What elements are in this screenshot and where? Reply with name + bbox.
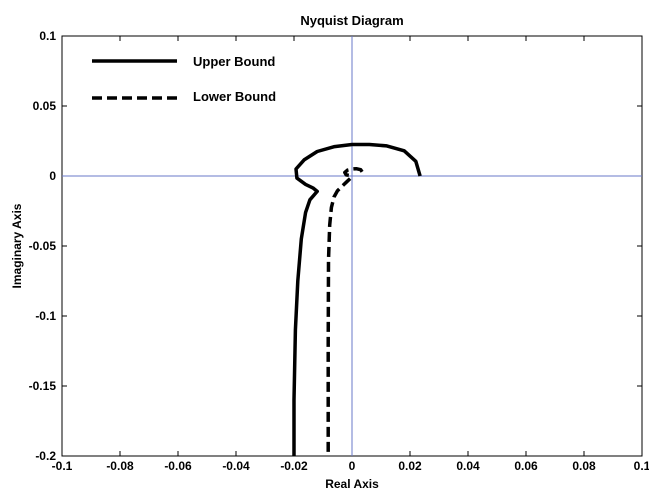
- y-tick-label: 0.05: [33, 99, 57, 113]
- lower-bound-curve: [326, 166, 364, 456]
- legend: Upper Bound Lower Bound: [92, 54, 276, 104]
- x-tick-label: -0.02: [280, 459, 308, 473]
- y-tick-label: 0: [49, 169, 56, 183]
- x-tick-label: -0.08: [106, 459, 134, 473]
- y-tick-label: -0.1: [35, 309, 56, 323]
- x-tick-label: 0.06: [514, 459, 538, 473]
- y-tick-labels: 0.1 0.05 0 -0.05 -0.1 -0.15 -0.2: [29, 29, 57, 463]
- y-tick-label: -0.2: [35, 449, 56, 463]
- x-axis-label: Real Axis: [325, 477, 379, 491]
- x-tick-label: -0.1: [52, 459, 73, 473]
- legend-label-lower-bound: Lower Bound: [193, 89, 276, 104]
- x-tick-label: 0: [349, 459, 356, 473]
- x-tick-labels: -0.1 -0.08 -0.06 -0.04 -0.02 0 0.02 0.04 0.06 0.0…: [52, 459, 649, 473]
- x-tick-label: 0.04: [456, 459, 480, 473]
- series-layer: [292, 142, 422, 456]
- y-tick-label: 0.1: [39, 29, 56, 43]
- legend-label-upper-bound: Upper Bound: [193, 54, 275, 69]
- x-tick-label: -0.06: [164, 459, 192, 473]
- y-tick-label: -0.15: [29, 379, 57, 393]
- y-tick-label: -0.05: [29, 239, 57, 253]
- chart-title: Nyquist Diagram: [300, 13, 403, 28]
- x-tick-label: 0.1: [634, 459, 649, 473]
- x-tick-label: 0.02: [398, 459, 422, 473]
- x-tick-label: -0.04: [222, 459, 250, 473]
- upper-bound-curve: [292, 142, 422, 456]
- x-tick-label: 0.08: [572, 459, 596, 473]
- y-axis-label: Imaginary Axis: [10, 203, 24, 288]
